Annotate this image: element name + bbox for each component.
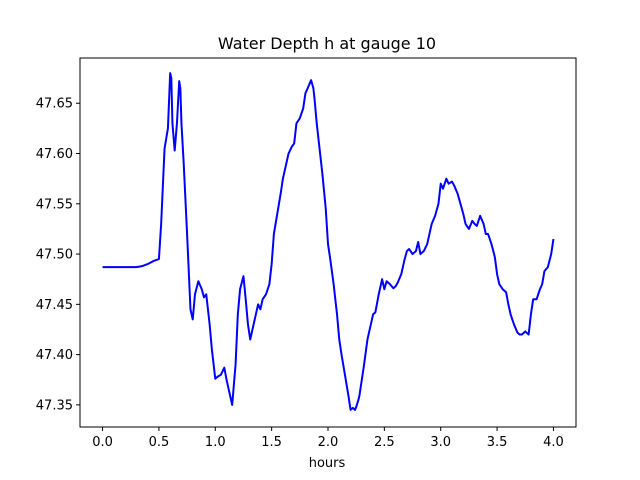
y-tick-label: 47.60 (36, 147, 73, 162)
y-tick-label: 47.55 (36, 197, 73, 212)
x-tick-label: 3.5 (487, 435, 508, 450)
chart-title: Water Depth h at gauge 10 (218, 34, 436, 53)
x-axis-label: hours (309, 456, 346, 471)
x-tick-label: 1.5 (261, 435, 282, 450)
plot-area (102, 72, 555, 411)
x-tick-label: 0.0 (92, 435, 113, 450)
y-tick-label: 47.45 (36, 298, 73, 313)
x-tick-label: 4.0 (543, 435, 564, 450)
x-tick-label: 1.0 (205, 435, 226, 450)
y-axis: 47.35 47.40 47.45 47.50 47.55 47.60 47.65 (36, 97, 80, 413)
x-tick-label: 2.5 (374, 435, 395, 450)
y-tick-label: 47.40 (36, 348, 73, 363)
y-tick-label: 47.35 (36, 398, 73, 413)
y-tick-label: 47.50 (36, 248, 73, 263)
x-tick-label: 3.0 (430, 435, 451, 450)
y-tick-label: 47.65 (36, 97, 73, 112)
series-line-0 (102, 72, 555, 411)
x-tick-label: 2.0 (318, 435, 339, 450)
x-axis: 0.0 0.5 1.0 1.5 2.0 2.5 3.0 3.5 4.0 (92, 427, 564, 450)
plot-frame (79, 57, 577, 428)
x-tick-label: 0.5 (149, 435, 170, 450)
